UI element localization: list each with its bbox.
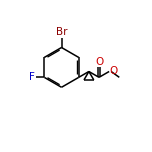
Text: F: F [29, 72, 35, 82]
Text: Br: Br [56, 27, 67, 37]
Text: O: O [109, 66, 118, 76]
Text: O: O [95, 57, 103, 67]
